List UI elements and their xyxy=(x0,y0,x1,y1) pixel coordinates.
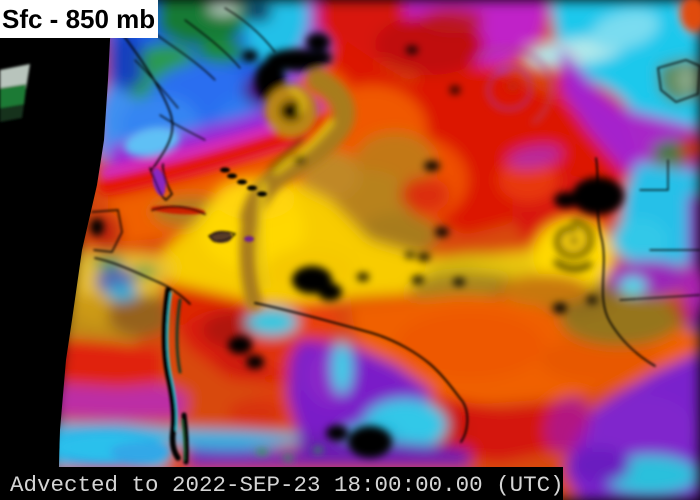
svg-text:Advected to 2022-SEP-23 18:00:: Advected to 2022-SEP-23 18:00:00.00 (UTC… xyxy=(10,472,564,498)
svg-text:Sfc - 850 mb: Sfc - 850 mb xyxy=(2,4,155,34)
